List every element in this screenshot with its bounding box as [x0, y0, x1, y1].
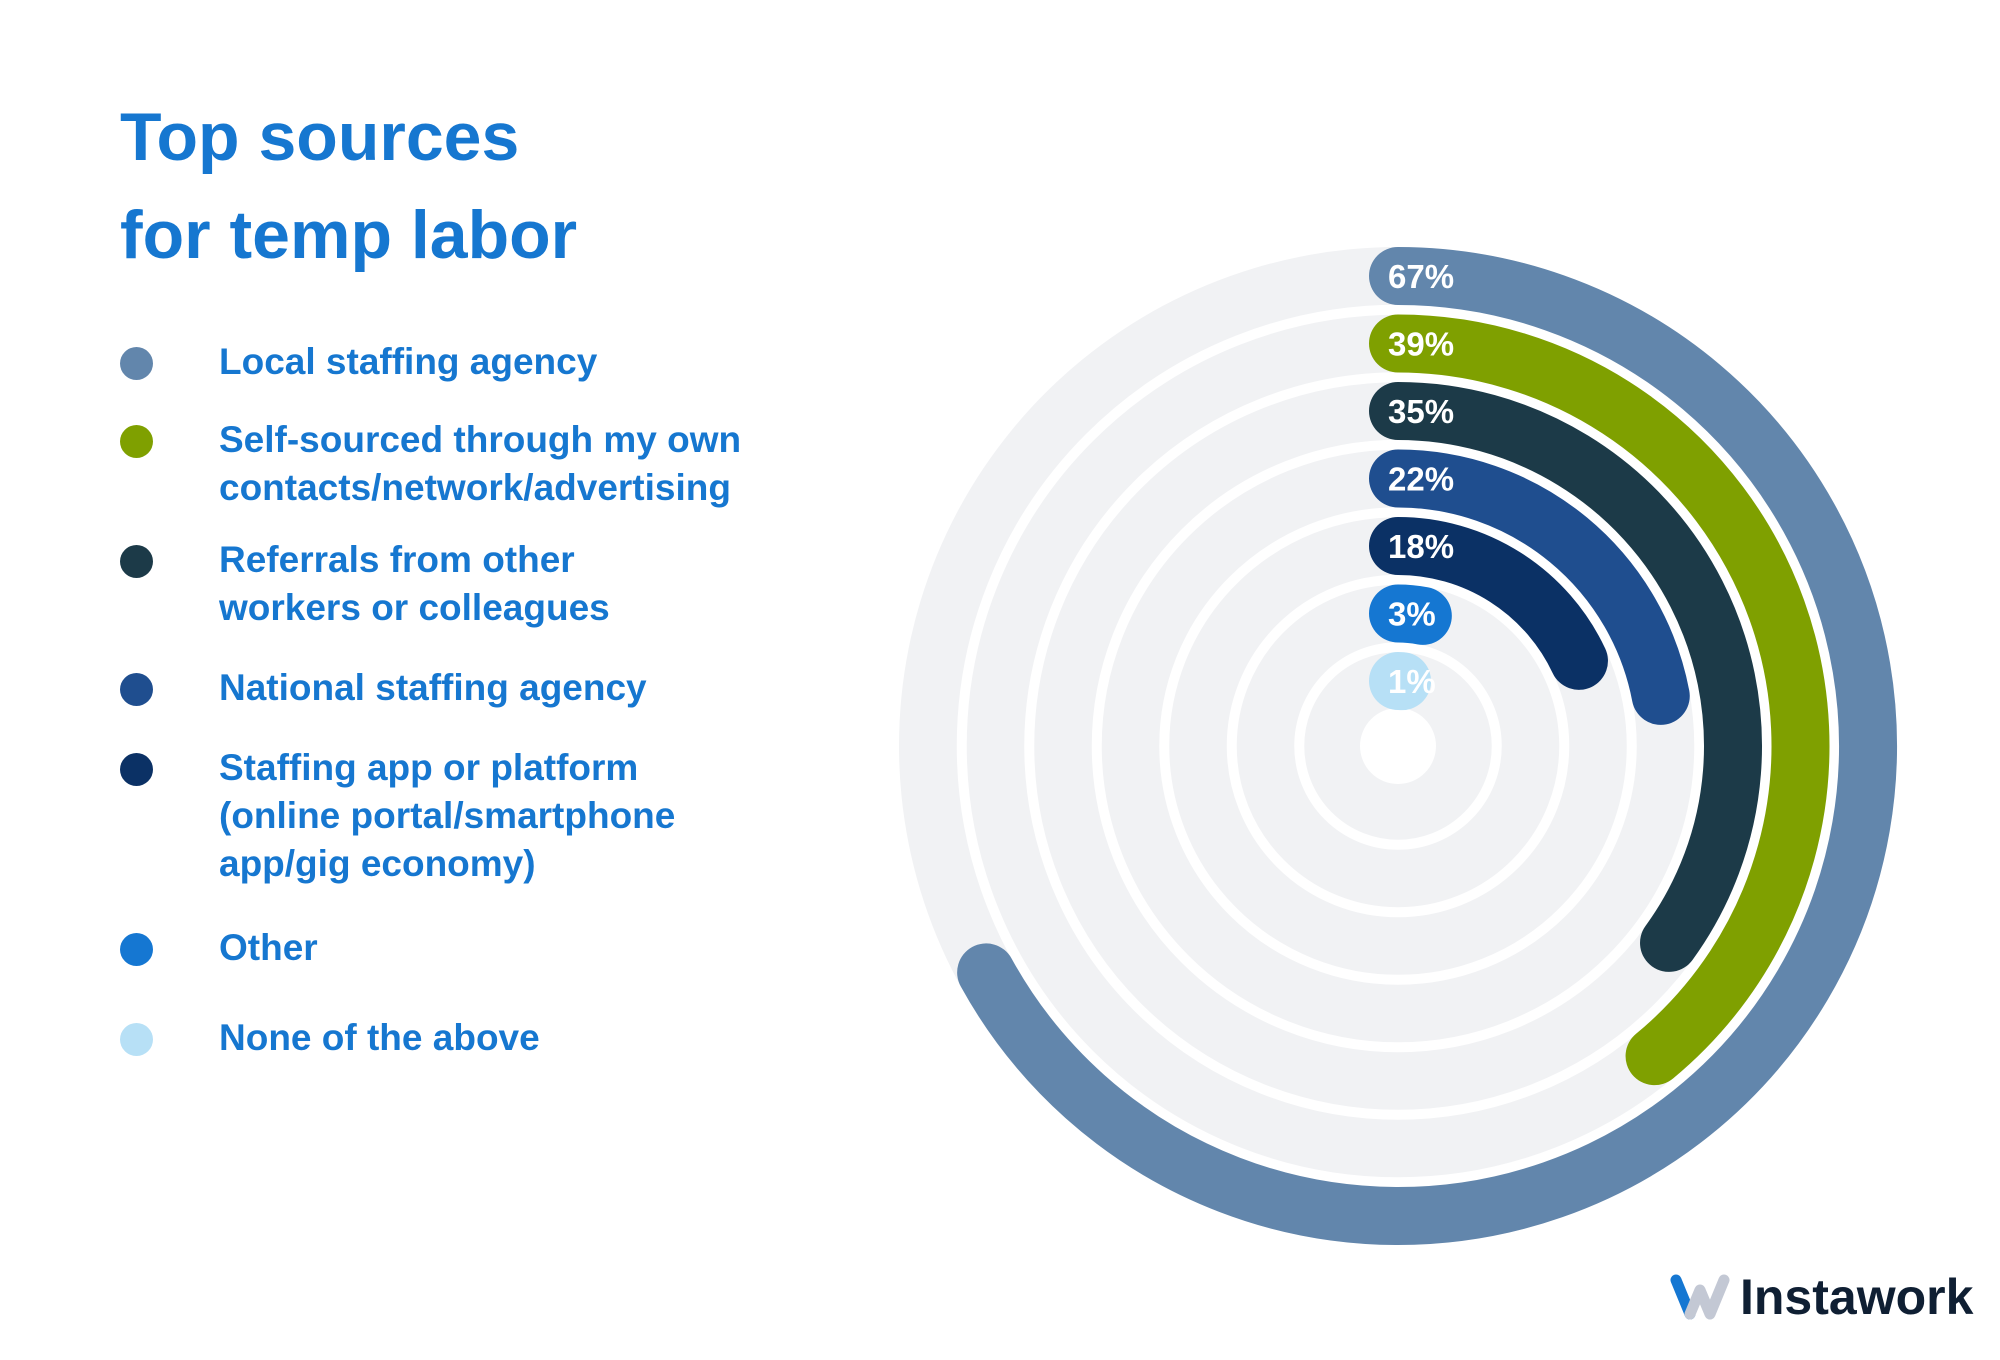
legend-label: Referrals from other workers or colleagu…	[219, 539, 610, 628]
instawork-w-icon	[1670, 1274, 1730, 1320]
legend-swatch	[120, 347, 153, 380]
instawork-logo: Instawork	[1668, 1268, 1973, 1326]
arc-bar	[1369, 382, 1762, 972]
arc-bar	[957, 247, 1898, 1245]
chart-title: Top sources for temp labor	[120, 88, 577, 284]
legend-label: National staffing agency	[219, 667, 647, 708]
legend-item: Staffing app or platform (online portal/…	[120, 744, 675, 888]
value-label: 18%	[1388, 528, 1454, 565]
value-label: 39%	[1388, 326, 1454, 363]
legend-swatch	[120, 753, 153, 786]
legend-swatch	[120, 933, 153, 966]
legend-swatch	[120, 673, 153, 706]
legend-label: None of the above	[219, 1017, 540, 1058]
track-separator	[1159, 507, 1637, 985]
legend-label: Other	[219, 927, 318, 968]
legend-swatch	[120, 1023, 153, 1056]
value-label: 3%	[1388, 596, 1436, 633]
arc-bar	[1369, 449, 1690, 725]
legend-swatch	[120, 545, 153, 578]
arc-bar	[1369, 584, 1452, 645]
value-label: 67%	[1388, 258, 1454, 295]
track-separator	[1091, 439, 1705, 1053]
legend-label: Local staffing agency	[219, 341, 598, 382]
brand-name: Instawork	[1740, 1269, 1974, 1325]
track-separator	[1024, 372, 1772, 1120]
legend-item: Self-sourced through my own contacts/net…	[120, 416, 741, 512]
legend-swatch	[120, 425, 153, 458]
track-separator	[956, 304, 1840, 1188]
legend-item: None of the above	[120, 1014, 540, 1062]
legend-item: Referrals from other workers or colleagu…	[120, 536, 610, 632]
value-label: 22%	[1388, 461, 1454, 498]
legend-item: Local staffing agency	[120, 338, 597, 386]
center-hole	[1360, 708, 1436, 784]
arc-bar	[1369, 517, 1608, 690]
legend-label: Staffing app or platform (online portal/…	[219, 747, 676, 884]
value-label: 1%	[1388, 663, 1436, 700]
legend-item: National staffing agency	[120, 664, 647, 712]
legend-item: Other	[120, 924, 318, 972]
title-line-1: Top sources	[120, 99, 520, 175]
track-separator	[1294, 642, 1502, 850]
legend-label: Self-sourced through my own contacts/net…	[219, 419, 742, 508]
value-label: 35%	[1388, 393, 1454, 430]
track-separator	[1226, 574, 1570, 918]
arc-bar	[1369, 314, 1830, 1086]
title-line-2: for temp labor	[120, 197, 578, 273]
